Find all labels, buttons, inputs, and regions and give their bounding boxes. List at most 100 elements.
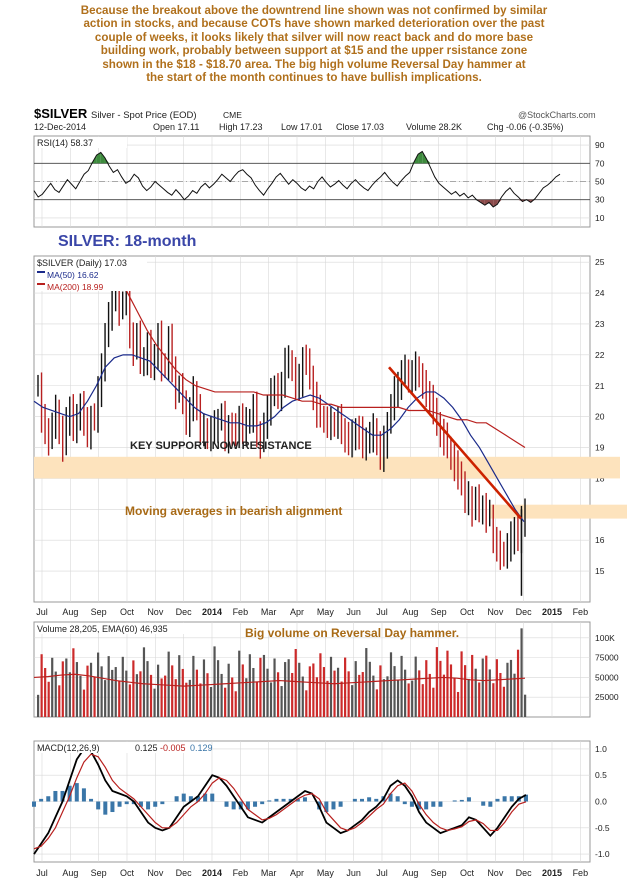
volume-bar xyxy=(411,680,414,717)
volume-bar xyxy=(224,687,227,717)
volume-bar xyxy=(291,672,294,717)
volume-bar xyxy=(404,669,407,717)
header-date: 12-Dec-2014 xyxy=(34,122,86,132)
volume-bar xyxy=(446,650,449,717)
volume-bar xyxy=(153,688,156,717)
macd-hist-value: 0.129 xyxy=(190,743,213,753)
volume-bar xyxy=(132,660,135,717)
macd-histogram-bar xyxy=(417,801,422,810)
volume-bar xyxy=(312,663,315,717)
rsi-tick-label: 10 xyxy=(595,213,605,223)
price-legend-label: $SILVER (Daily) 17.03 xyxy=(37,258,127,268)
volume-bar xyxy=(467,678,470,717)
header-source: @StockCharts.com xyxy=(518,110,596,120)
macd-histogram-bar xyxy=(210,793,215,802)
header-description: Silver - Spot Price (EOD) xyxy=(91,110,197,121)
volume-bar xyxy=(301,676,304,717)
volume-bar xyxy=(372,675,375,717)
macd-histogram-bar xyxy=(253,801,258,807)
volume-bar xyxy=(414,656,417,717)
volume-bar xyxy=(259,657,262,717)
volume-bar xyxy=(464,665,467,717)
volume-bar xyxy=(407,683,410,717)
rsi-tick-label: 50 xyxy=(595,177,605,187)
macd-histogram-bar xyxy=(402,801,407,805)
volume-bar xyxy=(100,666,103,717)
commentary-text: Because the breakout above the downtrend… xyxy=(8,4,620,84)
volume-bar xyxy=(287,659,290,717)
macd-histogram-bar xyxy=(174,796,179,802)
macd-histogram-bar xyxy=(224,801,229,807)
x-axis-label: Sep xyxy=(91,607,107,617)
x-axis-label: Oct xyxy=(460,868,475,878)
volume-bar xyxy=(213,646,216,717)
x-axis-label: Sep xyxy=(91,868,107,878)
macd-tick-label: 0.0 xyxy=(595,797,607,807)
macd-histogram-bar xyxy=(245,801,250,810)
macd-histogram-bar xyxy=(459,799,464,802)
upper-resistance-zone xyxy=(490,504,627,519)
x-axis-label: Feb xyxy=(573,607,589,617)
volume-bar xyxy=(488,669,491,717)
volume-bar xyxy=(209,686,213,717)
volume-tick-label: 25000 xyxy=(595,692,619,702)
macd-histogram-bar xyxy=(360,798,364,802)
volume-bar xyxy=(245,678,248,717)
volume-label: Volume 28,205, EMA(60) 46,935 xyxy=(37,624,168,634)
price-tick-label: 21 xyxy=(595,381,605,391)
macd-value: 0.125 xyxy=(135,743,158,753)
macd-histogram-bar xyxy=(196,796,200,802)
macd-histogram-bar xyxy=(388,793,393,802)
volume-bar xyxy=(499,672,502,717)
macd-histogram-bar xyxy=(260,801,265,805)
macd-histogram-bar xyxy=(495,798,500,802)
macd-line xyxy=(33,747,527,855)
header-symbol: $SILVER xyxy=(34,106,88,121)
volume-bar xyxy=(481,658,484,717)
x-axis-label: Sep xyxy=(431,868,447,878)
header-change: Chg -0.06 (-0.35%) xyxy=(487,122,564,132)
volume-bar xyxy=(273,658,276,717)
volume-tick-label: 50000 xyxy=(595,672,619,682)
volume-bar xyxy=(379,665,382,717)
price-legend-bg xyxy=(35,257,147,291)
volume-bar xyxy=(93,676,96,717)
volume-bar xyxy=(142,647,146,717)
macd-histogram-bar xyxy=(331,801,336,810)
volume-bar xyxy=(425,660,428,717)
macd-histogram-bar xyxy=(188,796,193,802)
x-axis-label: 2015 xyxy=(542,868,562,878)
macd-histogram-bar xyxy=(324,801,329,813)
x-axis-label: Nov xyxy=(487,868,504,878)
volume-bar xyxy=(146,661,149,717)
x-axis-label: 2014 xyxy=(202,868,222,878)
volume-bar xyxy=(111,669,114,717)
macd-tick-label: 1.0 xyxy=(595,744,607,754)
x-axis-label: Feb xyxy=(233,868,249,878)
commentary-line: shown in the $18 - $18.70 area. The big … xyxy=(102,57,526,71)
volume-bar xyxy=(86,665,89,717)
x-axis-label: Mar xyxy=(261,607,277,617)
header-close: Close 17.03 xyxy=(336,122,384,132)
rsi-oversold-fill xyxy=(484,199,490,206)
volume-bar xyxy=(72,648,75,717)
macd-histogram-bar xyxy=(53,790,58,802)
macd-histogram-bar xyxy=(32,801,36,807)
macd-histogram-bar xyxy=(60,790,65,802)
x-axis-label: Nov xyxy=(147,607,164,617)
header-volume: Volume 28.2K xyxy=(406,122,462,132)
volume-bar xyxy=(524,694,527,717)
x-axis-label: Oct xyxy=(460,607,475,617)
volume-bar xyxy=(347,671,350,717)
macd-label: MACD(12,26,9) xyxy=(37,743,100,753)
rsi-label-bg xyxy=(35,137,127,148)
rsi-overbought-fill xyxy=(100,152,105,164)
ma200-line xyxy=(117,274,526,449)
macd-histogram-bar xyxy=(395,796,400,802)
volume-bar xyxy=(432,687,435,717)
volume-bar xyxy=(442,674,446,717)
x-axis-label: 2015 xyxy=(542,607,562,617)
macd-histogram-bar xyxy=(295,798,300,802)
volume-bar xyxy=(75,662,79,717)
volume-bar xyxy=(485,655,488,717)
